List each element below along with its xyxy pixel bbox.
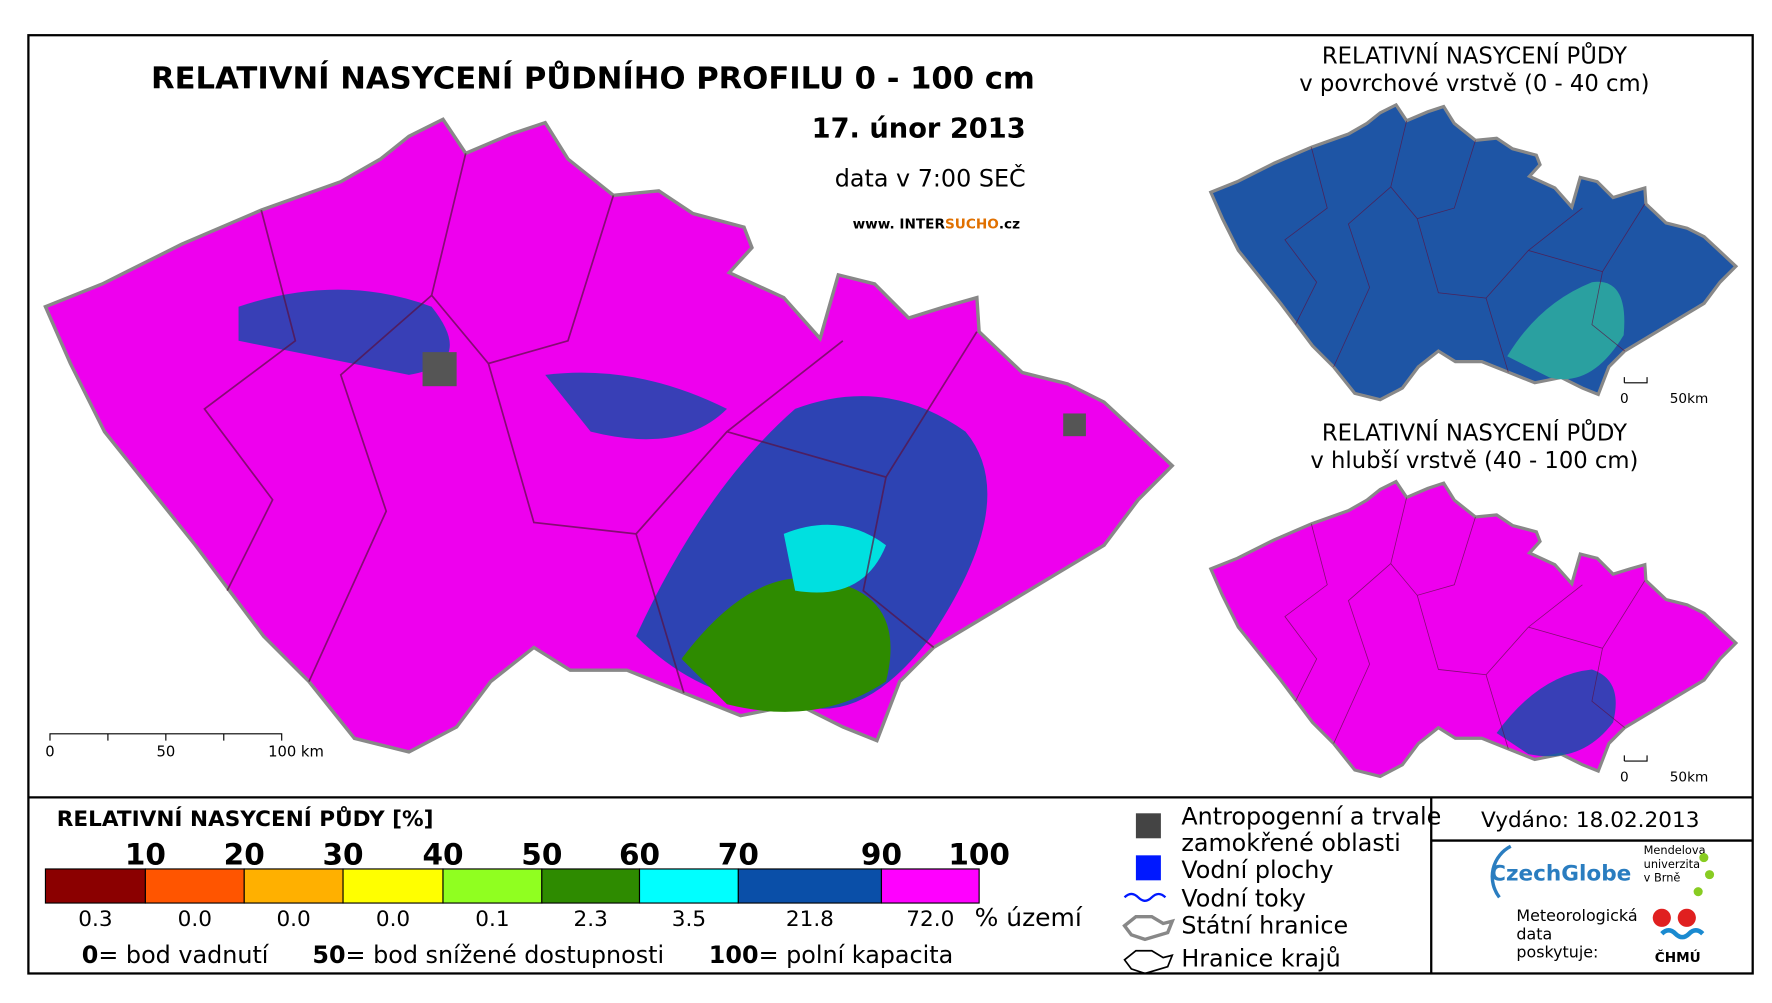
legend-share: 0.0: [376, 907, 410, 932]
logo-chmu: ČHMÚ: [1655, 948, 1701, 966]
legend-swatch: [737, 868, 883, 904]
website-part: www. INTER: [853, 216, 946, 232]
legend-title: RELATIVNÍ NASYCENÍ PŮDY [%]: [57, 806, 434, 832]
note-text: = bod vadnutí: [98, 941, 269, 969]
legend-note: 100= polní kapacita: [709, 941, 953, 969]
scale-label: 50km: [1670, 769, 1709, 785]
legend-threshold: 10: [125, 837, 166, 871]
logo-arc: [1490, 844, 1512, 899]
inset-scalebar: [1623, 377, 1648, 384]
note-text: = polní kapacita: [759, 941, 954, 969]
legend-share: 2.3: [574, 907, 608, 932]
logo-provider: poskytuje:: [1516, 943, 1598, 962]
scale-label: 50km: [1670, 391, 1709, 407]
legend-swatch: [442, 868, 543, 904]
legend-share: 72.0: [906, 907, 954, 932]
website-part: .cz: [999, 216, 1020, 232]
legend-swatch: [342, 868, 444, 904]
inset-scalebar: [1623, 755, 1648, 762]
scale-label: 0: [45, 744, 54, 761]
legend-swatch: [638, 868, 739, 904]
symbol-label: Hranice krajů: [1181, 945, 1340, 973]
legend-share: 0.0: [178, 907, 212, 932]
note-key: 0: [82, 941, 99, 969]
scale-label: 0: [1620, 769, 1629, 785]
title: RELATIVNÍ NASYCENÍ PŮDNÍHO PROFILU 0 - 1…: [151, 60, 1035, 97]
scale-label: 0: [1620, 391, 1629, 407]
inset-map-deep: [1209, 479, 1738, 778]
issued: Vydáno: 18.02.2013: [1481, 808, 1699, 833]
symbol-label: zamokřené oblasti: [1181, 829, 1400, 857]
legend-share: 21.8: [786, 907, 834, 932]
note-key: 100: [709, 941, 759, 969]
legend-share: 0.3: [78, 907, 112, 932]
legend-swatch: [880, 868, 980, 904]
note-text: = bod snížené dostupnosti: [346, 941, 665, 969]
logo-czechglobe: CzechGlobe: [1490, 861, 1631, 886]
legend-threshold: 60: [619, 837, 660, 871]
website-part: SUCHO: [945, 216, 999, 232]
inset-title: RELATIVNÍ NASYCENÍ PŮDY: [1322, 41, 1627, 70]
legend-threshold: 40: [422, 837, 463, 871]
inset-title: v povrchové vrstvě (0 - 40 cm): [1299, 71, 1649, 97]
legend-note: 0= bod vadnutí: [82, 941, 270, 969]
legend-threshold: 20: [224, 837, 265, 871]
legend-share: 3.5: [672, 907, 706, 932]
symbol-label: Vodní toky: [1181, 884, 1306, 912]
logo-mendel: univerzita: [1644, 857, 1700, 871]
date: 17. únor 2013: [812, 113, 1026, 144]
legend-swatch: [243, 868, 344, 904]
data-time: data v 7:00 SEČ: [835, 164, 1026, 192]
logo-mendel: Mendelova: [1644, 843, 1706, 857]
legend-threshold: 30: [323, 837, 364, 871]
scale-label: 50: [156, 744, 175, 761]
legend-share: 0.0: [276, 907, 310, 932]
legend-threshold: 70: [718, 837, 759, 871]
main-scalebar: [49, 733, 283, 741]
website: www. INTERSUCHO.cz: [853, 216, 1021, 232]
logo-dots: [1652, 853, 1715, 940]
symbol-icons: [1122, 813, 1176, 975]
main-map: [43, 117, 1174, 754]
logo-mendel: v Brně: [1644, 870, 1681, 884]
logo-provider: Meteorologická: [1516, 906, 1637, 925]
symbol-label: Vodní plochy: [1181, 856, 1333, 884]
inset-title: v hlubší vrstvě (40 - 100 cm): [1310, 448, 1638, 474]
symbol-label: Státní hranice: [1181, 912, 1348, 940]
legend-unit: % území: [975, 903, 1083, 932]
symbol-label: Antropogenní a trvale: [1181, 803, 1441, 831]
inset-map-surface: [1209, 103, 1738, 402]
legend-swatch: [144, 868, 245, 904]
scale-label: 100 km: [268, 744, 324, 761]
legend-threshold: 90: [861, 837, 902, 871]
legend-note: 50= bod snížené dostupnosti: [312, 941, 664, 969]
legend-swatch: [44, 868, 146, 904]
logo-provider: data: [1516, 924, 1552, 943]
legend-threshold: 100: [948, 837, 1010, 871]
legend-swatch: [541, 868, 641, 904]
inset-title: RELATIVNÍ NASYCENÍ PŮDY: [1322, 418, 1627, 447]
legend-threshold: 50: [521, 837, 562, 871]
note-key: 50: [312, 941, 345, 969]
legend-share: 0.1: [475, 907, 509, 932]
